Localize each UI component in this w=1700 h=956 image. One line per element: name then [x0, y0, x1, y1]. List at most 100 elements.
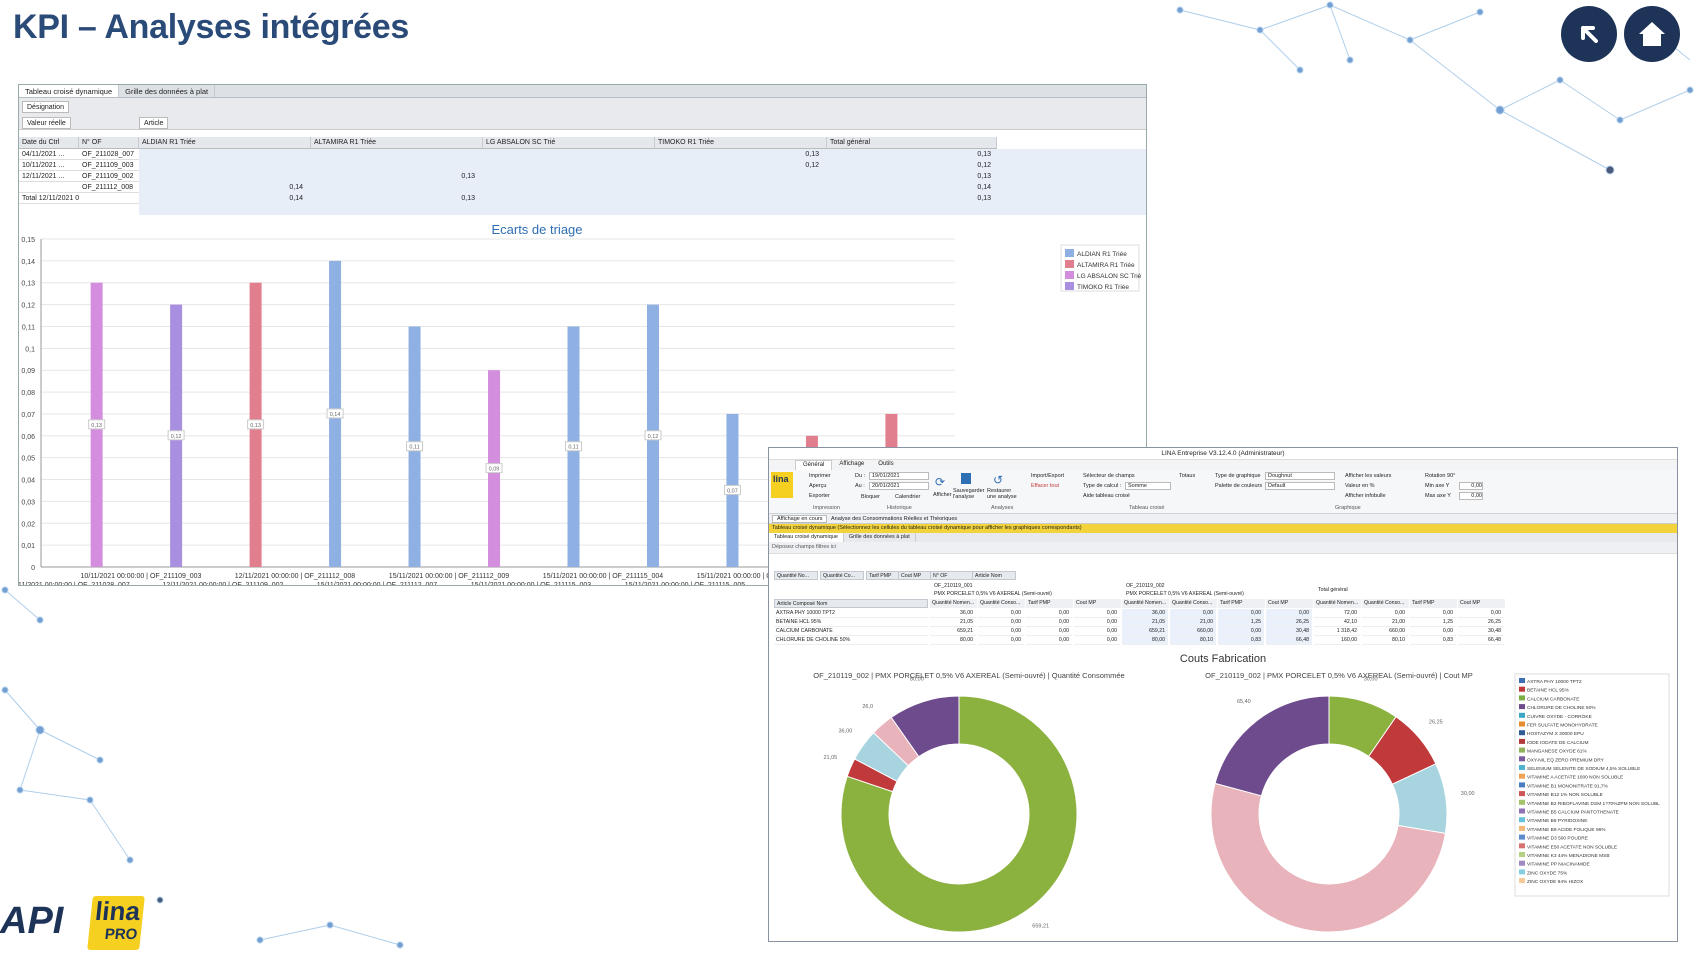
pivot-field-button[interactable]: Quantité No...: [774, 571, 818, 580]
legend-label[interactable]: MANGANESE OXYDE 61%: [1527, 749, 1587, 755]
date-from-input[interactable]: 19/01/2021: [869, 472, 929, 480]
pivot-cell[interactable]: 36,00: [930, 609, 976, 618]
row-header-article[interactable]: CHLORURE DE CHOLINE 50%: [774, 636, 928, 645]
pivot-cell[interactable]: 0,00: [1026, 609, 1072, 618]
column-field-article[interactable]: Article: [139, 117, 169, 129]
pivot-cell[interactable]: 80,00: [1122, 636, 1168, 645]
legend-label[interactable]: VITAMINE D3 500 POUDRE: [1527, 836, 1588, 842]
pivot-cell[interactable]: 0,13: [977, 173, 991, 180]
pivot-cell[interactable]: 0,83: [1410, 636, 1456, 645]
tab-flat-grid[interactable]: Grille des données à plat: [119, 85, 216, 97]
column-header[interactable]: Total général: [827, 137, 997, 149]
row-header-article[interactable]: CALCIUM CARBONATE: [774, 627, 928, 636]
pivot-cell[interactable]: 0,00: [1026, 618, 1072, 627]
pivot-cell[interactable]: [139, 160, 307, 171]
row-header-date[interactable]: [19, 182, 79, 193]
row-header-date[interactable]: 04/11/2021 ...: [19, 149, 79, 160]
pivot-field-button[interactable]: Article Nom: [972, 571, 1016, 580]
preview-button[interactable]: Aperçu: [809, 483, 827, 489]
pivot-cell[interactable]: 36,00: [1122, 609, 1168, 618]
legend-label[interactable]: LG ABSALON SC Trié: [1077, 273, 1142, 280]
palette-select[interactable]: Default: [1265, 482, 1335, 490]
legend-label[interactable]: ALDIAN R1 Triée: [1077, 251, 1127, 258]
pivot-cell[interactable]: 42,10: [1314, 618, 1360, 627]
lock-button[interactable]: Bloquer: [861, 494, 880, 500]
pivot-cell[interactable]: 0,00: [1266, 609, 1312, 618]
tab-pivot-table[interactable]: Tableau croisé dynamique: [19, 85, 120, 97]
donut-slice[interactable]: [1210, 782, 1446, 933]
pivot-cell[interactable]: 66,48: [1458, 636, 1504, 645]
pivot-cell[interactable]: 72,00: [1314, 609, 1360, 618]
pivot-cell[interactable]: 26,25: [1458, 618, 1504, 627]
pivot-cell[interactable]: [311, 160, 479, 171]
pivot-cell[interactable]: 21,00: [1362, 618, 1408, 627]
pivot-cell[interactable]: 21,00: [1170, 618, 1216, 627]
pivot-cell[interactable]: 0,00: [1218, 627, 1264, 636]
pivot-cell[interactable]: 0,00: [1410, 609, 1456, 618]
pivot-cell[interactable]: 659,21: [930, 627, 976, 636]
pivot-cell[interactable]: 21,05: [930, 618, 976, 627]
legend-label[interactable]: ZINC OXYDE 94% HIZOX: [1527, 879, 1584, 885]
import-export-button[interactable]: Import/Export: [1031, 473, 1065, 479]
row-header-article[interactable]: AXTRA PHY 10000 TPT2: [774, 609, 928, 618]
home-button[interactable]: [1624, 6, 1680, 62]
pivot-cell[interactable]: 30,48: [1266, 627, 1312, 636]
pivot-cell[interactable]: 0,00: [1410, 627, 1456, 636]
pivot-cell[interactable]: 0,14: [289, 184, 303, 191]
pivot-cell[interactable]: [655, 193, 823, 204]
legend-label[interactable]: VITAMINE B12 1% NON SOLUBLE: [1527, 792, 1603, 798]
legend-label[interactable]: CUIVRE OXYDE - CORROKE: [1527, 714, 1592, 720]
rotation-checkbox[interactable]: Rotation 90°: [1425, 473, 1456, 479]
legend-label[interactable]: VITAMINE E50 ACETATE NON SOLUBLE: [1527, 844, 1617, 850]
column-header[interactable]: ALDIAN R1 Triée: [139, 137, 311, 149]
pivot-cell[interactable]: 0,00: [1218, 609, 1264, 618]
row-header-article[interactable]: BETAINE HCL 95%: [774, 618, 928, 627]
pivot-cell[interactable]: 0,13: [977, 151, 991, 158]
legend-label[interactable]: ZINC OXYDE 75%: [1527, 870, 1568, 876]
tab-general[interactable]: Général: [795, 460, 833, 470]
legend-label[interactable]: IODE IODATE DE CALCIUM: [1527, 740, 1588, 746]
pivot-cell[interactable]: 0,00: [1362, 609, 1408, 618]
column-total-header[interactable]: Total général: [1318, 587, 1348, 593]
current-display-button[interactable]: Affichage en cours: [772, 515, 828, 523]
row-header-date[interactable]: 10/11/2021 ...: [19, 160, 79, 171]
pivot-cell[interactable]: 0,00: [978, 627, 1024, 636]
totals-button[interactable]: Totaux: [1179, 473, 1196, 479]
pivot-cell[interactable]: 0,13: [977, 195, 991, 202]
export-button[interactable]: Exporter: [809, 493, 830, 499]
pivot-cell[interactable]: [483, 193, 651, 204]
row-header-of[interactable]: [79, 193, 139, 204]
pivot-cell[interactable]: 80,00: [930, 636, 976, 645]
pivot-cell[interactable]: 660,00: [1362, 627, 1408, 636]
legend-label[interactable]: FER SULFATE MONOHYDRATE: [1527, 723, 1598, 729]
legend-label[interactable]: VITAMINE A ACETATE 1000 NON SOLUBLE: [1527, 775, 1623, 781]
pivot-cell[interactable]: 0,13: [461, 173, 475, 180]
legend-label[interactable]: VITAMINE B6 PYRIDOXINE: [1527, 818, 1587, 824]
tab-flat-grid[interactable]: Grille des données à plat: [844, 533, 916, 542]
row-header-of[interactable]: OF_211028_007: [79, 149, 139, 160]
calendar-button[interactable]: Calendrier: [895, 494, 921, 500]
value-percent-checkbox[interactable]: Valeur en %: [1345, 483, 1375, 489]
pivot-cell[interactable]: 0,00: [1170, 609, 1216, 618]
legend-label[interactable]: VITAMINE B5 CALCIUM PANTOTHENATE: [1527, 810, 1619, 816]
pivot-cell[interactable]: 0,00: [978, 618, 1024, 627]
legend-label[interactable]: HOSTAZYM X 30000 EPU: [1527, 731, 1584, 737]
pivot-cell[interactable]: [139, 149, 307, 160]
pivot-cell[interactable]: 1,25: [1410, 618, 1456, 627]
legend-label[interactable]: BETAINE HCL 95%: [1527, 688, 1570, 694]
print-button[interactable]: Imprimer: [809, 473, 831, 479]
pivot-cell[interactable]: 0,00: [1026, 627, 1072, 636]
row-header-date[interactable]: 12/11/2021 ...: [19, 171, 79, 182]
legend-label[interactable]: CHLORURE DE CHOLINE 50%: [1527, 705, 1596, 711]
pivot-cell[interactable]: 0,00: [1458, 609, 1504, 618]
pivot-cell[interactable]: 0,13: [461, 195, 475, 202]
pivot-cell[interactable]: [311, 182, 479, 193]
donut-slice[interactable]: [1214, 695, 1330, 797]
date-to-input[interactable]: 20/01/2021: [869, 482, 929, 490]
pivot-cell[interactable]: 659,21: [1122, 627, 1168, 636]
legend-label[interactable]: VITAMINE K3 44% MENADIONE MSB: [1527, 853, 1610, 859]
show-values-checkbox[interactable]: Afficher les valeurs: [1345, 473, 1392, 479]
clear-all-button[interactable]: Effacer tout: [1031, 483, 1060, 489]
pivot-cell[interactable]: 0,00: [1074, 618, 1120, 627]
pivot-cell[interactable]: [483, 171, 651, 182]
